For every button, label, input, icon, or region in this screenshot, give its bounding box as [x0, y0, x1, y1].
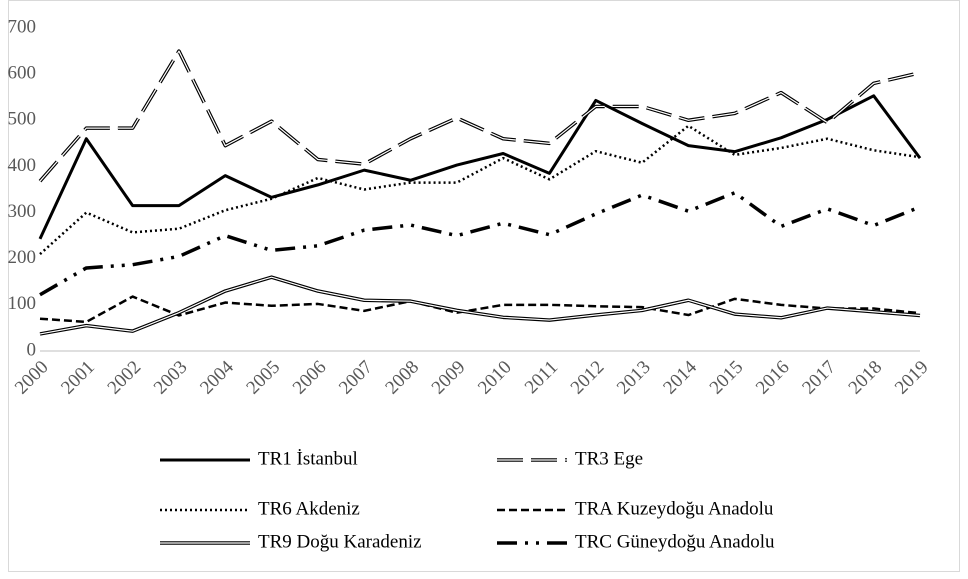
chart-frame: [8, 0, 960, 572]
y-tick-label: 100: [8, 293, 37, 314]
y-tick-label: 300: [8, 201, 37, 222]
y-tick-label: 400: [8, 155, 37, 176]
legend-label: TRA Kuzeydoğu Anadolu: [575, 498, 774, 519]
legend-label: TR9 Doğu Karadeniz: [258, 531, 422, 552]
series-line: [39, 124, 921, 256]
series-line: [38, 94, 922, 240]
y-tick-label: 200: [8, 247, 37, 268]
legend-label: TR3 Ege: [575, 448, 643, 469]
series-line: [39, 276, 921, 335]
y-tick-label: 500: [8, 109, 37, 130]
legend-label: TRC Güneydoğu Anadolu: [575, 531, 775, 552]
y-tick-label: 700: [8, 16, 37, 37]
series-line: [39, 50, 921, 182]
series-line: [39, 295, 921, 324]
y-tick-label: 0: [27, 339, 37, 360]
series-line: [39, 190, 921, 297]
legend-label: TR6 Akdeniz: [258, 498, 360, 519]
legend-label: TR1 İstanbul: [258, 448, 358, 469]
y-tick-label: 600: [8, 63, 37, 84]
